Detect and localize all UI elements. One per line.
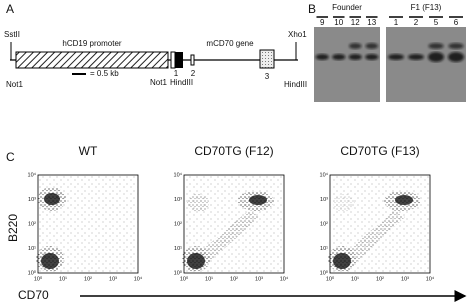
population [41, 253, 59, 269]
x-tick-label: 10² [230, 276, 238, 282]
x-tick-label: 10⁴ [134, 275, 143, 282]
population [44, 193, 60, 205]
y-tick-label: 10⁴ [174, 171, 183, 178]
x-tick-label: 10³ [255, 276, 263, 282]
panel-label: C [6, 150, 15, 164]
band [348, 54, 362, 60]
band [332, 54, 346, 60]
promoter-box [15, 51, 169, 69]
x-tick-label: 10¹ [205, 276, 213, 282]
y-axis-label: B220 [6, 214, 20, 242]
y-tick-label: 10¹ [174, 246, 182, 252]
population [187, 253, 205, 269]
band [448, 52, 464, 62]
lane-label: 9 [320, 18, 325, 27]
x-tick-label: 10² [376, 276, 384, 282]
site-label: Not1 [150, 78, 167, 87]
x-tick-label: 10⁴ [426, 275, 435, 282]
population [333, 253, 351, 269]
y-tick-label: 10⁰ [320, 269, 329, 276]
y-tick-label: 10³ [320, 197, 328, 203]
band [365, 43, 379, 49]
group-label: Founder [332, 3, 362, 12]
site-label: HindIII [170, 78, 193, 87]
x-tick-label: 10⁰ [180, 275, 189, 282]
band [448, 43, 464, 49]
exon [175, 52, 183, 68]
lane-label: 6 [454, 18, 459, 27]
population [333, 194, 355, 212]
plot-frame [329, 174, 431, 274]
x-tick-label: 10¹ [351, 276, 359, 282]
band [348, 43, 362, 49]
site-label: SstII [4, 30, 20, 39]
y-tick-label: 10² [28, 221, 36, 227]
exon [190, 54, 195, 66]
blot [386, 27, 466, 102]
x-tick-label: 10¹ [59, 276, 67, 282]
group-label: F1 (F13) [411, 3, 442, 12]
blot [314, 27, 380, 102]
lane-label: 13 [367, 18, 376, 27]
plot-title: CD70TG (F13) [340, 144, 419, 158]
x-tick-label: 10³ [401, 276, 409, 282]
site-label: HindIII [284, 80, 307, 89]
lane-label: 10 [334, 18, 343, 27]
y-tick-label: 10³ [174, 197, 182, 203]
panel-label: B [308, 2, 316, 16]
y-tick-label: 10² [320, 221, 328, 227]
x-tick-label: 10⁰ [34, 275, 43, 282]
diagonal-population [345, 210, 405, 263]
site-label: Xho1 [288, 30, 307, 39]
y-tick-label: 10⁰ [28, 269, 37, 276]
x-tick-label: 10⁰ [326, 275, 335, 282]
exon-label: 3 [265, 72, 270, 81]
exon-label: 1 [174, 69, 179, 78]
y-tick-label: 10⁴ [320, 171, 329, 178]
lane-label: 12 [351, 18, 360, 27]
y-tick-label: 10¹ [320, 246, 328, 252]
population [187, 194, 209, 212]
diagonal-population [199, 210, 259, 263]
x-tick-label: 10³ [109, 276, 117, 282]
site-label: Not1 [6, 80, 23, 89]
plot-frame [37, 174, 139, 274]
population [395, 195, 413, 205]
lane-label: 1 [394, 18, 399, 27]
x-tick-label: 10² [84, 276, 92, 282]
gene-label: mCD70 gene [206, 39, 254, 48]
band [388, 54, 404, 60]
exon [170, 51, 176, 69]
y-tick-label: 10² [174, 221, 182, 227]
band [428, 43, 444, 49]
promoter-label: hCD19 promoter [62, 39, 121, 48]
exon-label: 2 [191, 69, 196, 78]
band [365, 54, 379, 60]
y-tick-label: 10¹ [28, 246, 36, 252]
panel-label: A [6, 2, 14, 16]
plot-title: WT [79, 144, 98, 158]
x-tick-label: 10⁴ [280, 275, 289, 282]
band [315, 54, 329, 60]
plot-title: CD70TG (F12) [194, 144, 273, 158]
plot-frame [183, 174, 285, 274]
band [408, 54, 424, 60]
y-tick-label: 10⁴ [28, 171, 37, 178]
lane-label: 2 [414, 18, 419, 27]
band [428, 52, 444, 62]
exon [259, 49, 275, 69]
y-tick-label: 10³ [28, 197, 36, 203]
x-axis-label: CD70 [18, 288, 49, 302]
population [249, 195, 267, 205]
y-tick-label: 10⁰ [174, 269, 183, 276]
scale-label: = 0.5 kb [90, 69, 119, 78]
lane-label: 5 [434, 18, 439, 27]
